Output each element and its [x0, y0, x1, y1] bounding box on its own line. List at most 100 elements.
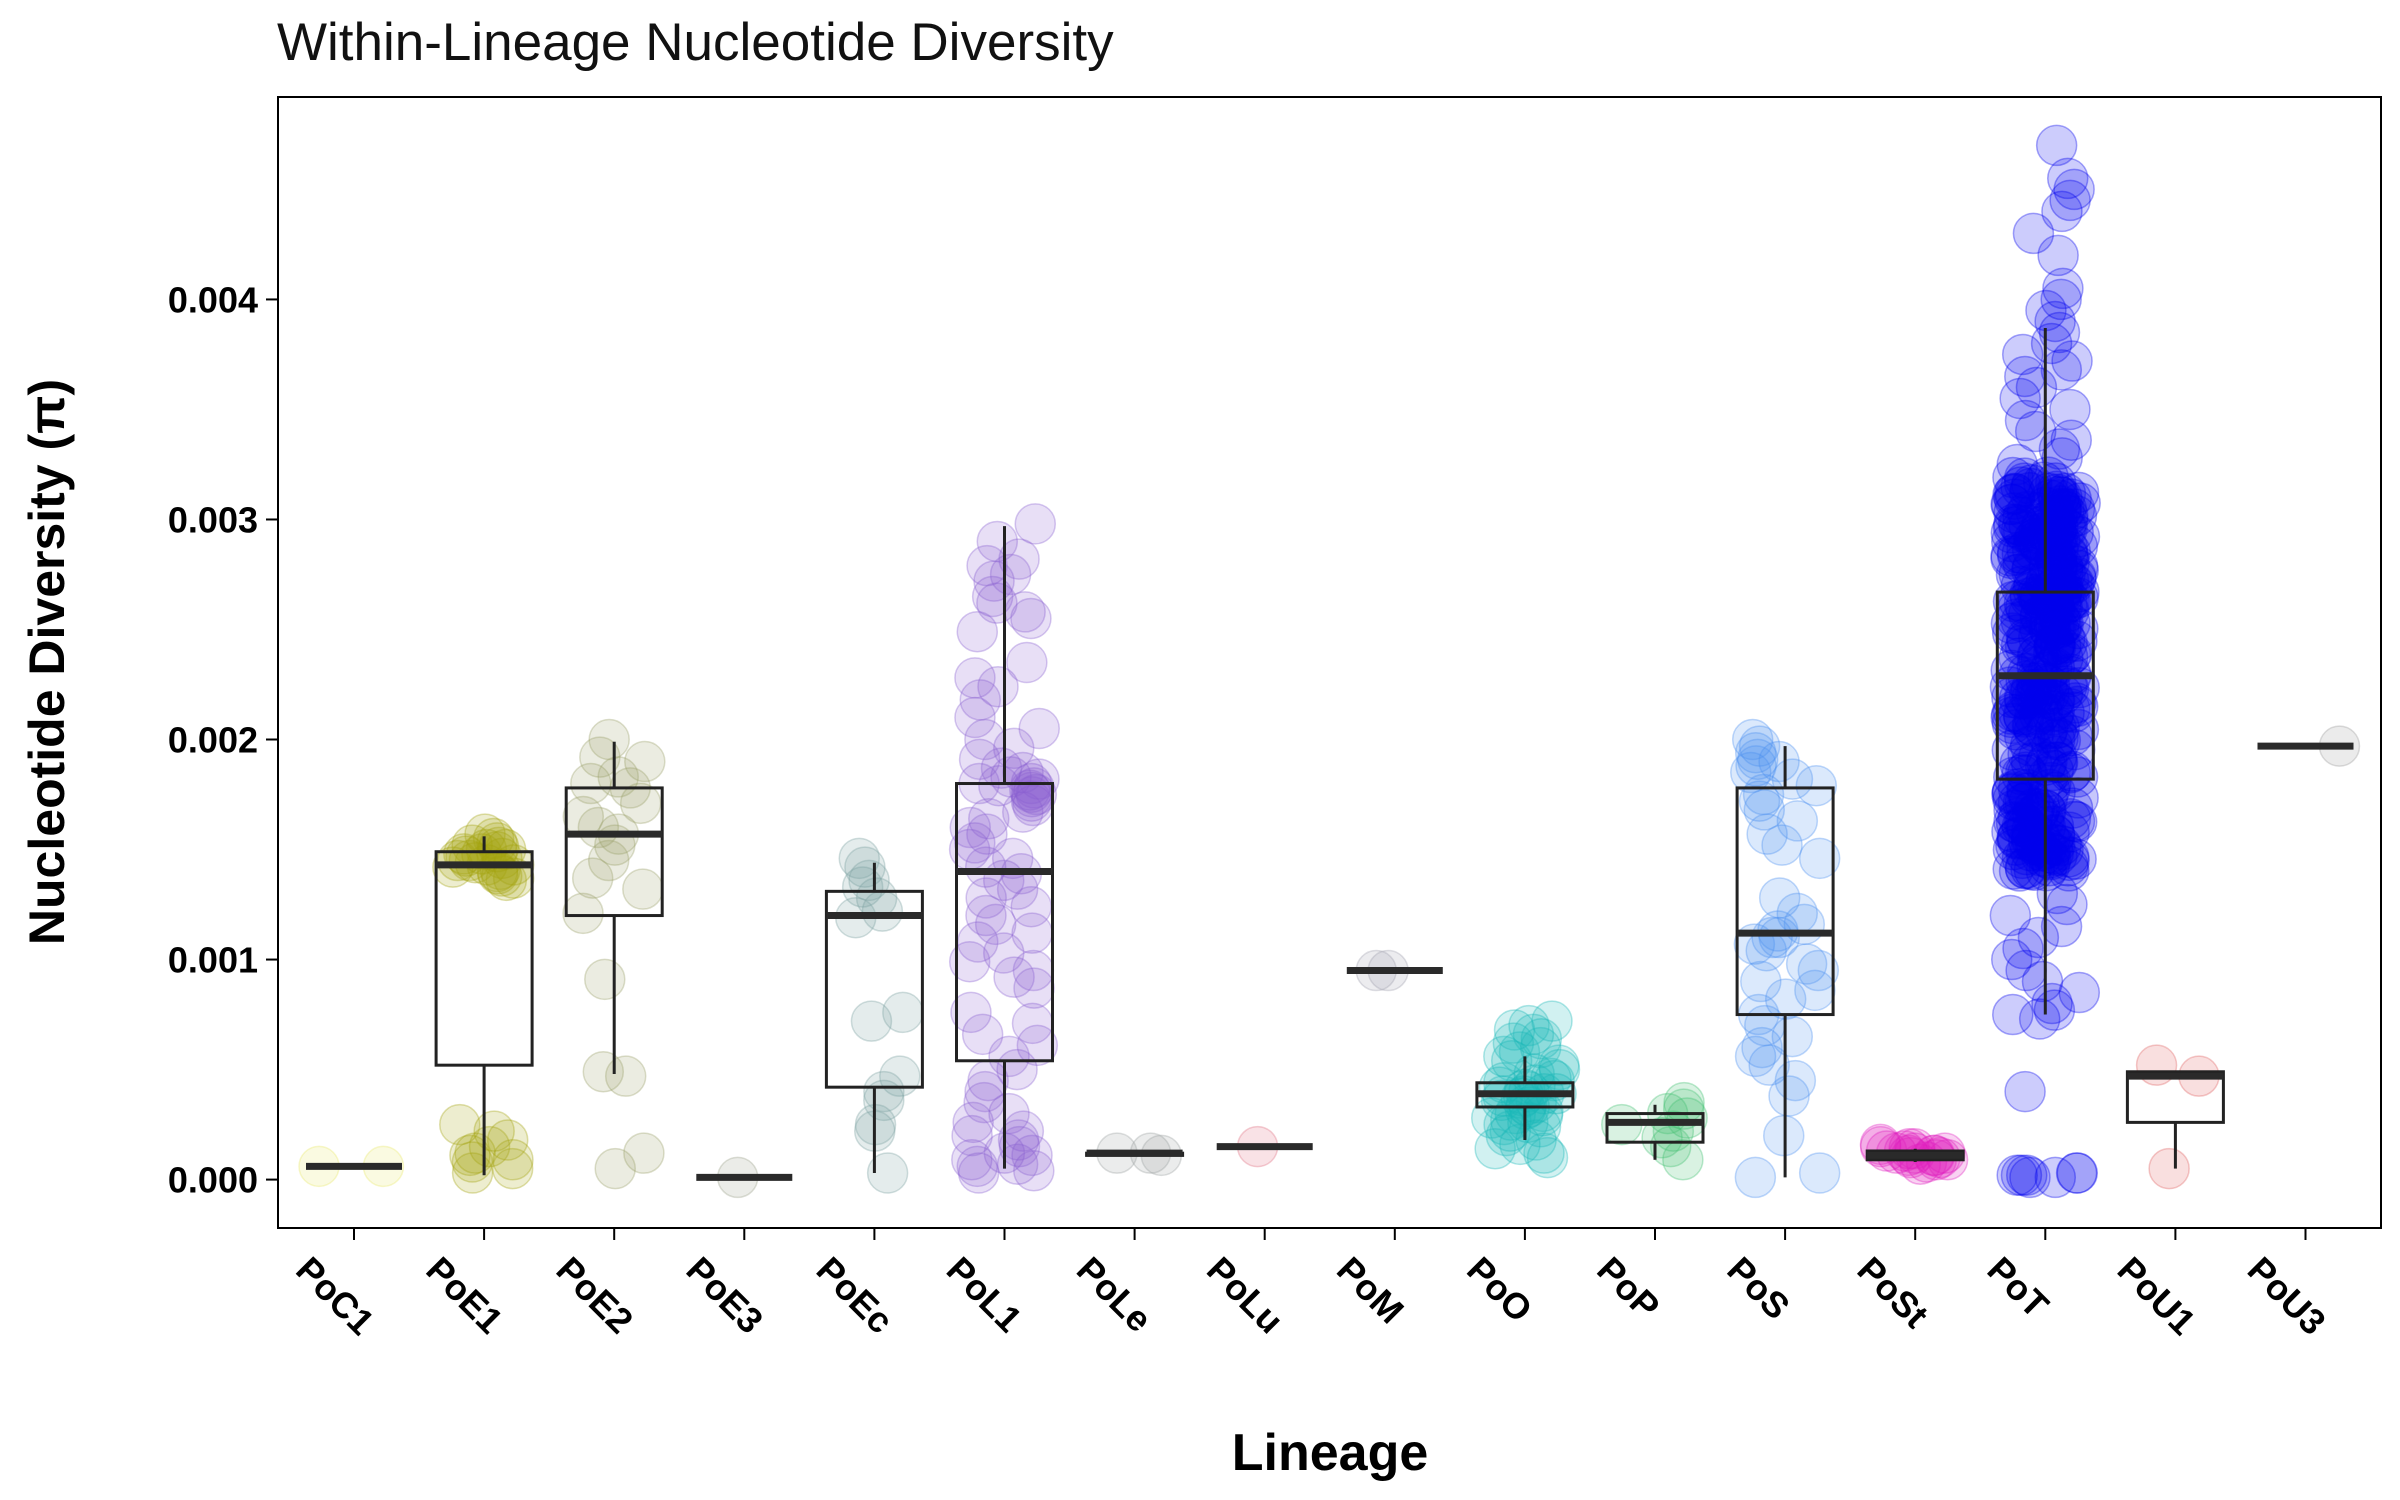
- points-layer: [298, 124, 2361, 1199]
- data-point: [2036, 470, 2078, 513]
- data-point: [2037, 506, 2079, 548]
- data-point: [2009, 573, 2051, 615]
- y-tick-label: 0.004: [168, 279, 258, 320]
- data-point: [2023, 799, 2065, 842]
- data-point: [2010, 819, 2053, 861]
- data-point: [2016, 573, 2059, 615]
- box-iqr: [2125, 1070, 2225, 1124]
- data-point: [1738, 780, 1781, 822]
- data-point: [2036, 473, 2078, 516]
- data-point: [2056, 545, 2099, 588]
- data-point: [2048, 850, 2090, 892]
- data-point: [1743, 789, 1786, 831]
- data-point: [2004, 1070, 2046, 1113]
- data-point: [2027, 564, 2070, 606]
- data-point: [2028, 499, 2071, 542]
- data-point: [2055, 801, 2098, 843]
- data-point: [1649, 1125, 1692, 1168]
- data-point: [2001, 805, 2044, 848]
- x-tick-label: PoL1: [939, 1249, 1030, 1340]
- data-point: [2047, 535, 2090, 578]
- data-point: [841, 866, 884, 908]
- data-point: [2046, 533, 2089, 575]
- y-axis-title: Nucleotide Diversity (π): [19, 379, 75, 945]
- data-point: [950, 991, 992, 1034]
- data-point: [993, 956, 1035, 998]
- data-point: [468, 1125, 511, 1168]
- data-point: [579, 736, 621, 778]
- y-tick-label: 0.003: [168, 499, 258, 540]
- data-point: [966, 544, 1008, 587]
- data-point: [1795, 764, 1838, 807]
- data-point: [1499, 1123, 1541, 1166]
- data-point: [2019, 788, 2061, 830]
- data-point: [2030, 322, 2073, 365]
- data-point: [2041, 545, 2084, 588]
- data-point: [1016, 1024, 1059, 1067]
- data-point: [2041, 585, 2083, 628]
- data-point: [2034, 679, 2076, 722]
- data-point: [2048, 811, 2090, 853]
- data-point: [2032, 823, 2074, 865]
- data-point: [604, 1055, 647, 1097]
- data-point: [2002, 694, 2045, 736]
- data-point: [1512, 1013, 1555, 1056]
- data-point: [1730, 751, 1772, 794]
- data-point: [1520, 1018, 1563, 1060]
- data-point: [2056, 1152, 2099, 1194]
- data-point: [2032, 576, 2074, 619]
- x-axis-title: Lineage: [1232, 1424, 1429, 1482]
- data-point: [1013, 967, 1055, 1009]
- data-point: [2053, 488, 2096, 530]
- data-point: [2017, 791, 2060, 834]
- y-axis: 0.000 0.001 0.002 0.003 0.004: [168, 279, 278, 1201]
- data-point: [2026, 741, 2068, 783]
- data-point: [954, 822, 996, 864]
- data-point: [1006, 641, 1048, 684]
- data-point: [2006, 490, 2049, 533]
- data-point: [571, 857, 614, 899]
- data-point: [2047, 845, 2089, 887]
- data-point: [2004, 626, 2047, 668]
- data-point: [2055, 555, 2097, 598]
- data-point: [1768, 1075, 1810, 1117]
- data-point: [1751, 916, 1793, 959]
- data-point: [971, 575, 1014, 618]
- data-point: [1991, 702, 2034, 745]
- data-point: [2032, 516, 2075, 559]
- data-point: [2012, 568, 2054, 611]
- series-poec-points: [834, 837, 924, 1194]
- x-tick-label: PoEc: [809, 1249, 902, 1342]
- data-point: [2008, 593, 2050, 636]
- data-point: [2050, 478, 2092, 520]
- boxes-layer: [306, 328, 2354, 1181]
- data-point: [2039, 519, 2081, 562]
- data-point: [964, 846, 1007, 888]
- data-point: [1736, 738, 1779, 781]
- data-point: [2019, 607, 2061, 649]
- data-point: [1741, 1026, 1783, 1069]
- data-point: [2008, 504, 2050, 547]
- data-point: [623, 1132, 665, 1174]
- data-point: [957, 1152, 1000, 1194]
- data-point: [2012, 794, 2054, 837]
- boxplot-poec: [824, 862, 924, 1173]
- data-point: [1734, 1035, 1777, 1078]
- data-point: [2006, 528, 2048, 571]
- data-point: [1990, 537, 2032, 580]
- data-point: [1508, 1004, 1550, 1047]
- data-point: [2017, 916, 2060, 959]
- data-point: [2029, 601, 2071, 643]
- data-point: [2046, 508, 2088, 550]
- data-point: [2035, 707, 2077, 750]
- data-point: [951, 1139, 993, 1181]
- data-point: [1993, 789, 2035, 831]
- data-point: [988, 1092, 1030, 1135]
- data-point: [961, 1013, 1004, 1056]
- data-point: [2009, 467, 2052, 510]
- boxplot-poe2: [564, 741, 664, 1074]
- data-point: [1990, 696, 2032, 739]
- data-point: [2031, 725, 2074, 768]
- data-point: [1490, 1040, 1533, 1082]
- data-point: [485, 859, 528, 902]
